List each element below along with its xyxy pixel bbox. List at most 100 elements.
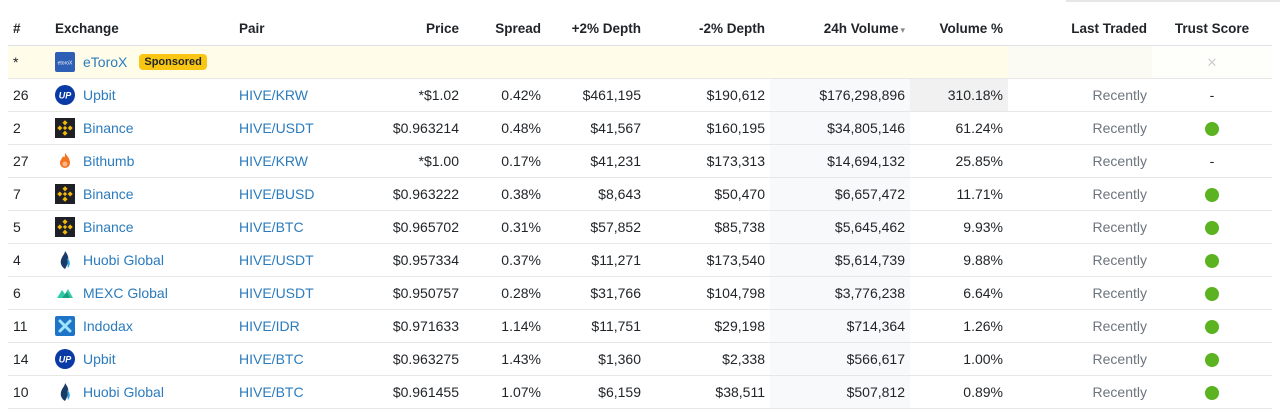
header-price[interactable]: Price	[374, 12, 464, 46]
pair-cell: HIVE/USDT	[234, 276, 374, 310]
price-cell: $0.963275	[374, 342, 464, 376]
indodax-icon	[55, 316, 75, 336]
pair-link[interactable]: HIVE/BTC	[239, 351, 304, 367]
sponsored-exchange-cell: etoroX eToroX Sponsored	[50, 45, 234, 79]
exchange-link[interactable]: Huobi Global	[83, 384, 164, 400]
depth-minus-cell: $38,511	[646, 375, 770, 409]
pair-link[interactable]: HIVE/BUSD	[239, 186, 315, 202]
pair-cell: HIVE/KRW	[234, 78, 374, 112]
trust-score-green-icon	[1205, 188, 1219, 203]
volume-pct-cell: 61.24%	[910, 111, 1008, 145]
exchange-link[interactable]: Huobi Global	[83, 252, 164, 268]
table-row[interactable]: 14 UP Upbit HIVE/BTC $0.963275 1.43% $1,360 $2,…	[8, 342, 1272, 376]
price-cell: $0.963214	[374, 111, 464, 145]
header-depth-minus[interactable]: -2% Depth	[646, 12, 770, 46]
pair-link[interactable]: HIVE/USDT	[239, 285, 314, 301]
table-header-row: # Exchange Pair Price Spread +2% Depth -…	[8, 12, 1272, 46]
exchange-link[interactable]: Indodax	[83, 318, 133, 334]
top-scrollbar[interactable]	[1066, 0, 1280, 2]
table-row[interactable]: 10 Huobi Global HIVE/BTC $0.961455 1.07% $6,1…	[8, 375, 1272, 409]
binance-icon	[55, 118, 75, 138]
depth-minus-cell: $173,313	[646, 144, 770, 178]
pair-link[interactable]: HIVE/KRW	[239, 153, 308, 169]
header-spread[interactable]: Spread	[464, 12, 546, 46]
volume-pct-cell: 1.26%	[910, 309, 1008, 343]
exchange-cell: Binance	[50, 111, 234, 145]
trust-score-green-icon	[1205, 254, 1219, 269]
volume-cell: $507,812	[770, 375, 910, 409]
exchange-cell: UP Upbit	[50, 78, 234, 112]
price-cell: *$1.00	[374, 144, 464, 178]
table-row[interactable]: 26 UP Upbit HIVE/KRW *$1.02 0.42% $461,195 $190…	[8, 78, 1272, 112]
header-last-traded[interactable]: Last Traded	[1008, 12, 1152, 46]
exchange-link[interactable]: Binance	[83, 219, 134, 235]
pair-link[interactable]: HIVE/BTC	[239, 384, 304, 400]
table-row[interactable]: 5 Binance HIVE/BTC $0.965702 0.31% $57,852 $85…	[8, 210, 1272, 244]
spread-cell: 1.43%	[464, 342, 546, 376]
table-row[interactable]: 4 Huobi Global HIVE/USDT $0.957334 0.37% $11,…	[8, 243, 1272, 277]
pair-link[interactable]: HIVE/KRW	[239, 87, 308, 103]
header-depth-plus[interactable]: +2% Depth	[546, 12, 646, 46]
depth-plus-cell: $8,643	[546, 177, 646, 211]
table-row[interactable]: 7 Binance HIVE/BUSD $0.963222 0.38% $8,643 $50…	[8, 177, 1272, 211]
exchange-link[interactable]: Upbit	[83, 351, 116, 367]
exchange-link[interactable]: MEXC Global	[83, 285, 168, 301]
rank-cell: 6	[8, 276, 50, 310]
table-row[interactable]: 2 Binance HIVE/USDT $0.963214 0.48% $41,567 $1…	[8, 111, 1272, 145]
trust-score-green-icon	[1205, 320, 1219, 335]
exchange-link[interactable]: Upbit	[83, 87, 116, 103]
price-cell: $0.957334	[374, 243, 464, 277]
last-traded-cell: Recently	[1008, 210, 1152, 244]
exchange-link[interactable]: Binance	[83, 120, 134, 136]
rank-cell: 26	[8, 78, 50, 112]
spread-cell: 0.38%	[464, 177, 546, 211]
spread-cell: 0.28%	[464, 276, 546, 310]
pair-link[interactable]: HIVE/BTC	[239, 219, 304, 235]
depth-minus-cell: $29,198	[646, 309, 770, 343]
volume-pct-cell: 9.88%	[910, 243, 1008, 277]
close-icon[interactable]: ✕	[1206, 54, 1218, 70]
price-cell: $0.963222	[374, 177, 464, 211]
last-traded-cell: Recently	[1008, 78, 1152, 112]
spread-cell: 0.37%	[464, 243, 546, 277]
header-exchange[interactable]: Exchange	[50, 12, 234, 46]
last-traded-cell: Recently	[1008, 375, 1152, 409]
pair-link[interactable]: HIVE/USDT	[239, 252, 314, 268]
volume-pct-cell: 310.18%	[910, 78, 1008, 112]
volume-pct-cell: 6.64%	[910, 276, 1008, 310]
header-volume[interactable]: 24h Volume ▾	[770, 12, 910, 46]
table-row[interactable]: 6 MEXC Global HIVE/USDT $0.950757 0.28% $31,7…	[8, 276, 1272, 310]
pair-cell: HIVE/BUSD	[234, 177, 374, 211]
trust-score-cell: -	[1152, 78, 1272, 112]
header-rank[interactable]: #	[8, 12, 50, 46]
trust-score-green-icon	[1205, 287, 1219, 302]
last-traded-cell: Recently	[1008, 144, 1152, 178]
depth-minus-cell: $160,195	[646, 111, 770, 145]
header-pair[interactable]: Pair	[234, 12, 374, 46]
binance-icon	[55, 184, 75, 204]
sponsored-badge: Sponsored	[139, 54, 207, 70]
depth-minus-cell: $104,798	[646, 276, 770, 310]
sort-caret-icon: ▾	[900, 25, 905, 35]
pair-cell: HIVE/USDT	[234, 243, 374, 277]
volume-cell: $5,645,462	[770, 210, 910, 244]
pair-link[interactable]: HIVE/IDR	[239, 318, 300, 334]
trust-score-cell	[1152, 309, 1272, 343]
exchange-link[interactable]: Binance	[83, 186, 134, 202]
table-row[interactable]: 27 Bithumb HIVE/KRW *$1.00 0.17% $41,231 $173,…	[8, 144, 1272, 178]
pair-link[interactable]: HIVE/USDT	[239, 120, 314, 136]
svg-text:UP: UP	[59, 355, 72, 365]
rank-cell: 10	[8, 375, 50, 409]
spread-cell: 1.14%	[464, 309, 546, 343]
header-trust-score[interactable]: Trust Score	[1152, 12, 1272, 46]
exchange-link[interactable]: Bithumb	[83, 153, 135, 169]
trust-score-cell	[1152, 177, 1272, 211]
sponsored-row[interactable]: * etoroX eToroX Sponsored ✕	[8, 45, 1272, 79]
pair-cell: HIVE/BTC	[234, 342, 374, 376]
sponsored-exchange-link[interactable]: eToroX	[83, 54, 128, 70]
volume-pct-cell: 11.71%	[910, 177, 1008, 211]
header-volume-pct[interactable]: Volume %	[910, 12, 1008, 46]
trust-score-green-icon	[1205, 122, 1219, 137]
trust-score-value: -	[1209, 87, 1215, 103]
table-row[interactable]: 11 Indodax HIVE/IDR $0.971633 1.14% $11,751 $2…	[8, 309, 1272, 343]
